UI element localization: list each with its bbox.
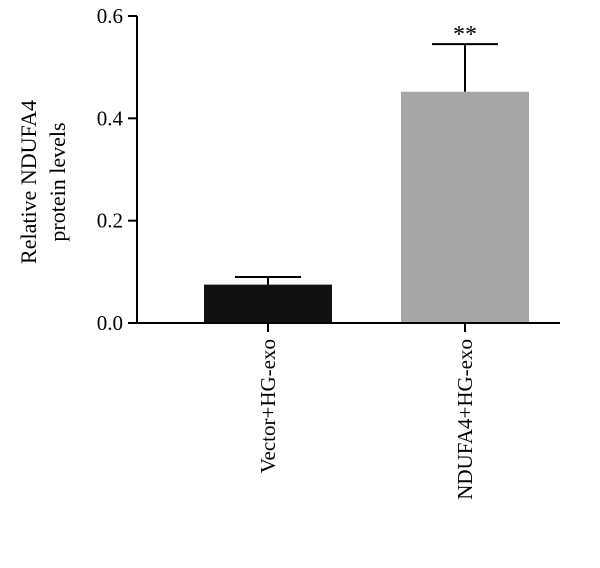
y-tick-label-3: 0.6 xyxy=(97,4,123,28)
plot-area: ** 0.0 0.2 0.4 0.6 Vector+HG-exo NDUFA4+HG-exo xyxy=(97,4,560,500)
x-category-label-0: Vector+HG-exo xyxy=(256,339,280,473)
y-axis-label-line-2: protein levels xyxy=(45,122,70,241)
y-axis-label: Relative NDUFA4 protein levels xyxy=(16,100,70,264)
y-tick-label-1: 0.2 xyxy=(97,209,123,233)
bar-1 xyxy=(401,91,529,323)
y-tick-label-0: 0.0 xyxy=(97,311,123,335)
x-category-label-1: NDUFA4+HG-exo xyxy=(453,339,477,500)
bar-0 xyxy=(204,284,332,323)
significance-label-1: ** xyxy=(453,22,477,48)
y-axis-label-line-1: Relative NDUFA4 xyxy=(16,100,41,264)
y-tick-label-2: 0.4 xyxy=(97,106,124,130)
